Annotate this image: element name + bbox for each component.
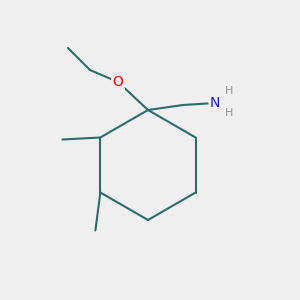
Text: N: N — [210, 96, 220, 110]
Text: H: H — [225, 86, 233, 96]
Text: O: O — [112, 75, 123, 89]
Text: H: H — [225, 108, 233, 118]
